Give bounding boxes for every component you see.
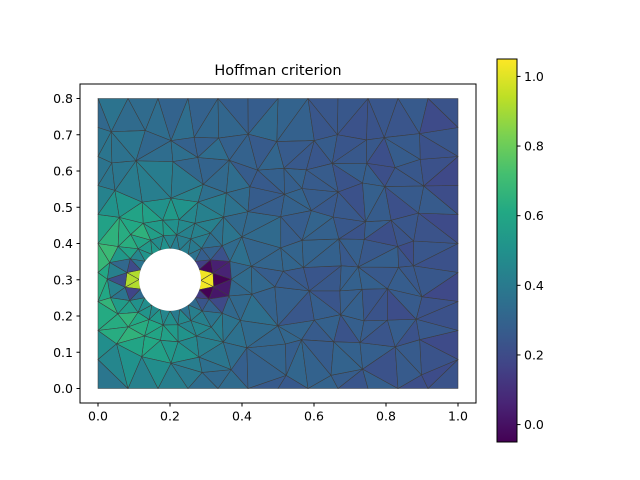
y-tick-label: 0.6 [53, 164, 73, 179]
y-tick-label: 0.2 [53, 309, 73, 324]
colorbar-tick-label: 0.8 [524, 139, 544, 154]
y-tick-label: 0.3 [53, 272, 73, 287]
mesh-triangle [419, 98, 459, 134]
mesh-triangle [117, 312, 139, 328]
colorbar-frame [496, 58, 518, 443]
x-tick-label: 0.2 [160, 409, 180, 424]
y-tick-label: 0.1 [53, 345, 73, 360]
x-tick-label: 0.8 [376, 409, 396, 424]
mesh-triangle [141, 356, 172, 389]
colorbar-tick-label: 0.2 [524, 347, 544, 362]
mesh-triangle [97, 262, 110, 280]
mesh-triangles [97, 98, 459, 389]
x-axis: 0.0 0.2 0.4 0.6 0.8 1.0 [88, 403, 468, 424]
y-tick-label: 0.0 [53, 381, 73, 396]
y-axis: 0.0 0.1 0.2 0.3 0.4 0.5 0.6 0.7 0.8 [53, 91, 80, 396]
mesh-triangle [387, 288, 423, 320]
colorbar-tick-label: 1.0 [524, 69, 544, 84]
x-tick-label: 0.4 [232, 409, 252, 424]
x-tick-label: 0.6 [304, 409, 324, 424]
colorbar-tick-label: 0.6 [524, 208, 544, 223]
mesh-triangle [384, 185, 424, 214]
y-tick-label: 0.4 [53, 236, 73, 251]
colorbar [497, 59, 517, 442]
colorbar-axis: 0.0 0.2 0.4 0.6 0.8 1.0 [517, 69, 544, 432]
mesh-triangle [384, 133, 421, 160]
y-tick-label: 0.8 [53, 91, 73, 106]
y-tick-label: 0.7 [53, 127, 73, 142]
mesh-triangle [390, 212, 419, 242]
mesh-triangle [222, 341, 248, 370]
mesh-triangle [413, 265, 459, 298]
y-tick-label: 0.5 [53, 200, 73, 215]
x-tick-label: 1.0 [448, 409, 468, 424]
chart-title: Hoffman criterion [214, 63, 341, 79]
mesh-triangle [110, 297, 130, 315]
mesh-triangle [116, 343, 142, 389]
colorbar-tick-label: 0.4 [524, 278, 544, 293]
mesh-triangle [394, 318, 420, 348]
x-tick-label: 0.0 [88, 409, 108, 424]
colorbar-tick-label: 0.0 [524, 417, 544, 432]
mesh-triangle [198, 356, 232, 373]
hole-circle [139, 248, 201, 311]
mesh-triangle [109, 246, 131, 263]
